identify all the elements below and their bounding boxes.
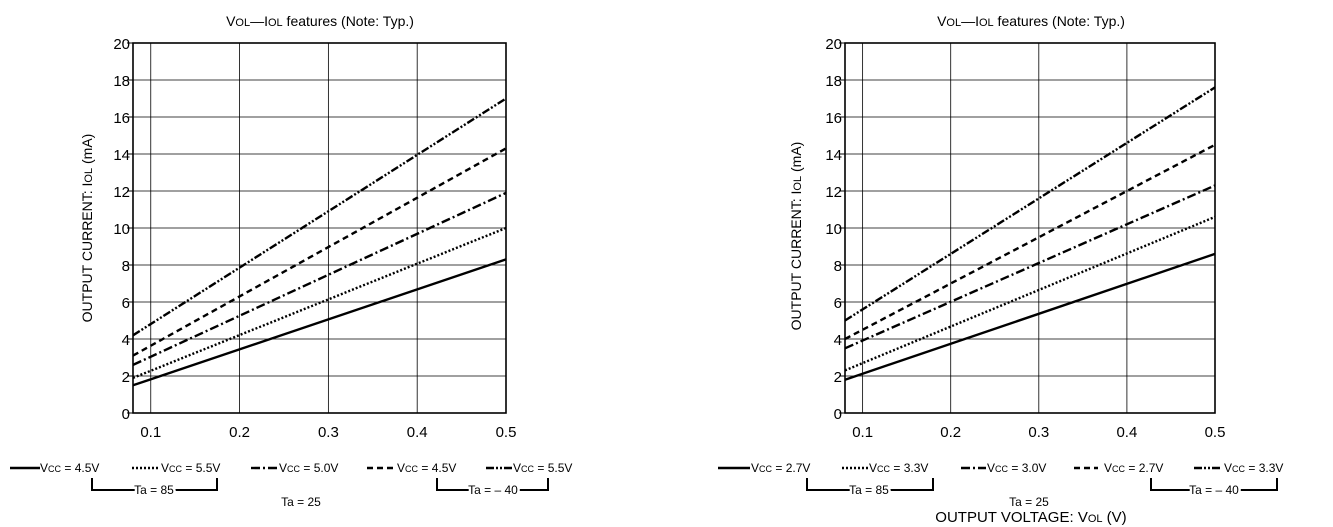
legend-item-2: VCC = 3.3V: [869, 461, 928, 475]
chart-left-series-dashdotdot: [132, 97, 507, 337]
chart-left-y-tick-label: 6: [122, 295, 130, 312]
legend-item-5: VCC = 3.3V: [1224, 461, 1283, 475]
ta-40-label: Ta = – 40: [468, 483, 518, 497]
chart-left-y-axis-label: OUTPUT CURRENT: IOL (mA): [79, 134, 95, 323]
chart-left-y-tick-label: 20: [113, 36, 130, 53]
ta85-label: Ta = 85: [134, 483, 174, 497]
legend-item-2: VCC = 5.5V: [161, 461, 220, 475]
chart-right-title: VOL—IOL features (Note: Typ.): [937, 13, 1125, 29]
chart-left-y-tick-label: 10: [113, 221, 130, 238]
ta25-label: Ta = 25: [1009, 495, 1049, 509]
chart-left-y-tick-label: 2: [122, 369, 130, 386]
ta-40-bracket: [1150, 478, 1278, 491]
legend-item-5: VCC = 5.5V: [513, 461, 572, 475]
legend-item-3: VCC = 3.0V: [987, 461, 1046, 475]
chart-right-x-tick-label: 0.3: [1028, 424, 1049, 441]
chart-right-x-tick-label: 0.1: [852, 424, 873, 441]
chart-left-x-tick-label: 0.3: [318, 424, 339, 441]
ta-40-label: Ta = – 40: [1189, 483, 1239, 497]
chart-right-legend: VCC = 2.7V VCC = 3.3V VCC = 3.0V VCC = 2…: [718, 461, 1283, 509]
chart-right-y-axis-label: OUTPUT CURRENT: IOL (mA): [788, 142, 804, 331]
chart-right-y-tick-label: 18: [825, 73, 842, 90]
legend-item-4: VCC = 4.5V: [397, 461, 456, 475]
ta-40-bracket: [436, 478, 549, 491]
chart-left-series-solid: [132, 258, 507, 387]
chart-right-series-dashdot: [844, 184, 1216, 350]
chart-right-series-solid: [844, 252, 1216, 381]
chart-left-y-tick-label: 8: [122, 258, 130, 275]
chart-left-series-dashdot: [132, 191, 507, 366]
legend-item-4: VCC = 2.7V: [1104, 461, 1163, 475]
chart-right-y-tick-label: 16: [825, 110, 842, 127]
chart-right-y-tick-label: 6: [834, 295, 842, 312]
chart-right-y-tick-label: 4: [834, 332, 842, 349]
chart-right-series-dotted: [844, 215, 1216, 372]
chart-right-series-dashdotdot: [844, 86, 1216, 322]
chart-left-series-dotted: [132, 226, 507, 380]
chart-left-y-tick-label: 18: [113, 73, 130, 90]
chart-left-x-tick-label: 0.1: [140, 424, 161, 441]
chart-left-y-tick-label: 12: [113, 184, 130, 201]
chart-right-x-tick-label: 0.5: [1205, 424, 1226, 441]
ta85-bracket: [806, 478, 934, 491]
chart-left-series-dashed: [132, 147, 507, 357]
chart-left-legend: VCC = 4.5V VCC = 5.5V VCC = 5.0V VCC = 4…: [10, 461, 572, 509]
chart-left-title: VOL—IOL features (Note: Typ.): [226, 13, 414, 29]
ta25-label: Ta = 25: [281, 495, 321, 509]
chart-right-y-tick-label: 12: [825, 184, 842, 201]
chart-right-y-tick-label: 14: [825, 147, 842, 164]
ta85-bracket: [91, 478, 218, 491]
chart-left-x-tick-label: 0.2: [229, 424, 250, 441]
chart-right-x-tick-label: 0.4: [1116, 424, 1137, 441]
legend-item-1: VCC = 4.5V: [40, 461, 99, 475]
ta85-label: Ta = 85: [849, 483, 889, 497]
chart-right-series-dashed: [844, 143, 1216, 341]
chart-left-y-tick-label: 14: [113, 147, 130, 164]
chart-left-x-tick-label: 0.4: [407, 424, 428, 441]
chart-right-y-tick-label: 0: [834, 406, 842, 423]
chart-left-y-tick-label: 16: [113, 110, 130, 127]
chart-right-y-tick-label: 10: [825, 221, 842, 238]
chart-left-y-tick-label: 0: [122, 406, 130, 423]
chart-left-y-tick-label: 4: [122, 332, 130, 349]
chart-right-y-tick-label: 2: [834, 369, 842, 386]
chart-right-y-tick-label: 8: [834, 258, 842, 275]
chart-right-x-tick-label: 0.2: [940, 424, 961, 441]
chart-left: VOL—IOL features (Note: Typ.) 0 2 4 6 8 10 12 1…: [10, 13, 572, 509]
chart-right-x-axis-label: OUTPUT VOLTAGE: VOL (V): [935, 509, 1126, 526]
chart-right: VOL—IOL features (Note: Typ.) 0 2 4 6 8 10 12 1…: [718, 13, 1283, 526]
chart-right-y-tick-label: 20: [825, 36, 842, 53]
legend-item-3: VCC = 5.0V: [279, 461, 338, 475]
chart-left-x-tick-label: 0.5: [496, 424, 517, 441]
legend-item-1: VCC = 2.7V: [751, 461, 810, 475]
